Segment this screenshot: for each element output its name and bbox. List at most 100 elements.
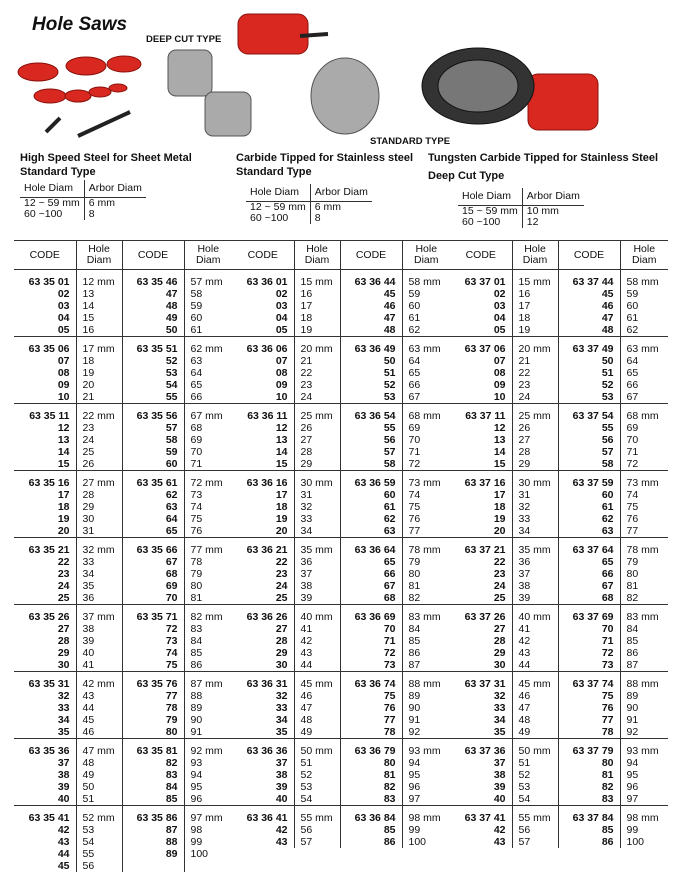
hole-diam: 99 — [190, 836, 203, 848]
code: 18 — [14, 501, 77, 513]
code: 20 — [14, 525, 77, 538]
code: 49 — [122, 312, 185, 324]
code-row: 02 16 45 59 — [450, 288, 668, 300]
hole-diam: 52 — [512, 769, 559, 781]
spec-cell: 60 ~100 — [20, 209, 85, 220]
code-row: 63 36 21 35 mm 63 36 64 78 mm — [232, 537, 450, 556]
code: 86 — [340, 836, 403, 848]
hole-diam: 55 mm — [294, 805, 341, 824]
hole-diam: 27 — [512, 434, 559, 446]
code: 32 — [232, 690, 295, 702]
hole-diam: 23 — [294, 379, 341, 391]
hole-diam: 83 mm — [402, 604, 450, 623]
code: 48 — [558, 324, 621, 337]
spec-cell: 12 ~ 59 mm — [20, 197, 85, 209]
code: 63 35 61 — [122, 470, 185, 489]
hole-diam: 49 — [294, 726, 341, 739]
code-row: 12 26 55 69 — [232, 422, 450, 434]
hole-diam: 100 — [190, 848, 209, 860]
code: 55 — [122, 391, 185, 404]
code: 81 — [558, 769, 621, 781]
code: 10 — [232, 391, 295, 404]
code-row: 19 33 62 76 — [232, 513, 450, 525]
code: 04 — [232, 312, 295, 324]
code-row: 04 18 47 61 — [450, 312, 668, 324]
code: 02 — [14, 288, 77, 300]
hole-diam: 35 — [76, 580, 123, 592]
code-header-cell: Hole Diam — [294, 240, 341, 270]
hole-diam: 95 — [190, 781, 203, 793]
code-row: 14 28 57 71 — [232, 446, 450, 458]
code: 63 37 69 — [558, 604, 621, 623]
hole-diam: 96 — [408, 781, 421, 793]
code-row: 22 36 65 79 — [232, 556, 450, 568]
code-row: 08 22 51 65 — [450, 367, 668, 379]
code: 12 — [232, 422, 295, 434]
code-row: 42 53 87 98 — [14, 824, 232, 836]
hole-diam: 45 — [76, 714, 123, 726]
code: 63 36 49 — [340, 336, 403, 355]
hole-diam: 20 mm — [512, 336, 559, 355]
hole-diam: 19 — [294, 324, 341, 337]
hole-diam: 86 — [190, 659, 203, 671]
hole-diam: 38 — [76, 623, 123, 635]
section-heading: Standard Type — [20, 166, 96, 178]
code-row: 63 35 01 12 mm 63 35 46 57 mm — [14, 269, 232, 288]
hole-diam: 67 mm — [184, 403, 232, 422]
code: 34 — [232, 714, 295, 726]
code: 61 — [340, 501, 403, 513]
code-row: 34 48 77 91 — [450, 714, 668, 726]
code: 68 — [122, 568, 185, 580]
code: 63 37 21 — [450, 537, 513, 556]
code-row: 63 35 41 52 mm 63 35 86 97 mm — [14, 805, 232, 824]
code-row: 39 53 82 96 — [450, 781, 668, 793]
spec-cell: 60 ~100 — [246, 213, 311, 224]
code: 60 — [558, 489, 621, 501]
hole-diam: 100 — [626, 836, 645, 848]
code-row: 17 28 62 73 — [14, 489, 232, 501]
code: 54 — [122, 379, 185, 391]
code: 72 — [558, 647, 621, 659]
hole-diam: 68 — [190, 422, 203, 434]
hole-diam: 67 — [626, 391, 639, 403]
hole-diam: 70 — [408, 434, 421, 446]
code: 46 — [558, 300, 621, 312]
code-row: 63 35 26 37 mm 63 35 71 82 mm — [14, 604, 232, 623]
hole-diam: 18 — [76, 355, 123, 367]
spec-header-cell: Hole Diam — [246, 184, 311, 202]
code: 84 — [122, 781, 185, 793]
code: 09 — [450, 379, 513, 391]
code-row: 03 17 46 60 — [232, 300, 450, 312]
hole-diam: 62 mm — [184, 336, 232, 355]
hole-diam: 65 — [626, 367, 639, 379]
hole-diam: 85 — [626, 635, 639, 647]
hole-diam: 76 — [408, 513, 421, 525]
code: 83 — [558, 793, 621, 806]
hole-diam: 90 — [626, 702, 639, 714]
code: 80 — [122, 726, 185, 739]
hole-diam: 29 — [76, 501, 123, 513]
hole-diam: 26 — [76, 458, 123, 471]
hole-diam: 75 — [190, 513, 203, 525]
product-images — [17, 13, 599, 138]
spec-row: 60 ~100 12 — [458, 217, 584, 228]
code: 63 35 01 — [14, 269, 77, 288]
hole-diam: 17 mm — [76, 336, 123, 355]
hole-diam: 57 mm — [184, 269, 232, 288]
code-row: 15 29 58 72 — [232, 458, 450, 471]
spec-header-cell: Arbor Diam — [310, 184, 372, 202]
code-row: 29 43 72 86 — [450, 647, 668, 659]
code-row: 39 53 82 96 — [232, 781, 450, 793]
code: 45 — [14, 860, 77, 872]
code: 37 — [14, 757, 77, 769]
code: 63 37 01 — [450, 269, 513, 288]
code-row: 25 36 70 81 — [14, 592, 232, 605]
hole-diam: 55 mm — [512, 805, 559, 824]
code-row: 63 37 06 20 mm 63 37 49 63 mm — [450, 336, 668, 355]
code: 08 — [450, 367, 513, 379]
spec-header-cell: Hole Diam — [20, 180, 85, 198]
hole-diam: 25 mm — [512, 403, 559, 422]
code-header-cell: Hole Diam — [620, 240, 668, 270]
code: 40 — [450, 793, 513, 806]
code: 18 — [450, 501, 513, 513]
